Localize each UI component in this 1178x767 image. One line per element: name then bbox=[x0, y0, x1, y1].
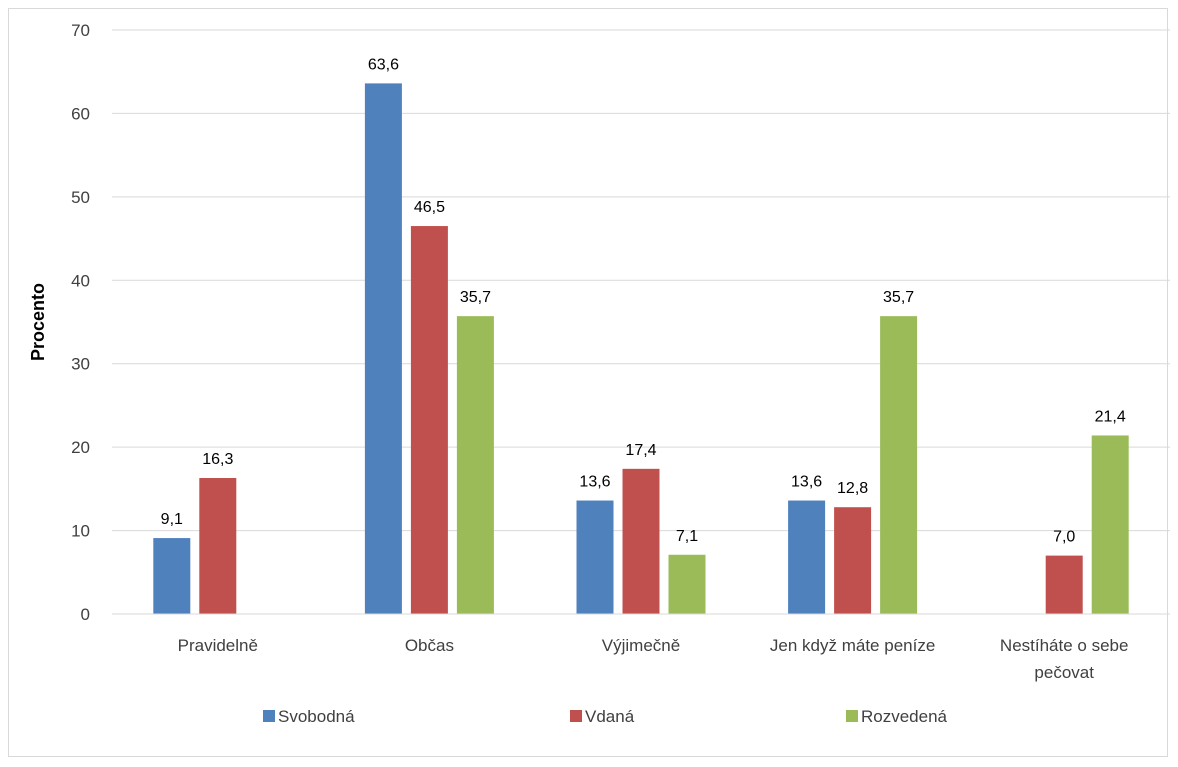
bar-vdaná-2 bbox=[622, 468, 660, 614]
y-tick-label-20: 20 bbox=[71, 438, 90, 457]
y-tick-label-30: 30 bbox=[71, 355, 90, 374]
y-tick-label-60: 60 bbox=[71, 104, 90, 123]
data-label-vdaná-2: 17,4 bbox=[625, 442, 656, 459]
data-label-vdaná-3: 12,8 bbox=[837, 480, 868, 497]
bar-rozvedená-2 bbox=[668, 554, 706, 614]
data-label-svobodná-0: 9,1 bbox=[161, 511, 183, 528]
data-label-rozvedená-3: 35,7 bbox=[883, 289, 914, 306]
legend-label-svobodná: Svobodná bbox=[278, 707, 355, 726]
y-axis-title: Procento bbox=[28, 283, 48, 361]
data-label-svobodná-3: 13,6 bbox=[791, 474, 822, 491]
bar-svobodná-2 bbox=[576, 500, 614, 614]
data-label-rozvedená-2: 7,1 bbox=[676, 528, 698, 545]
bar-svobodná-3 bbox=[788, 500, 826, 614]
bar-svobodná-1 bbox=[364, 83, 402, 614]
bar-vdaná-4 bbox=[1045, 555, 1083, 614]
bar-vdaná-0 bbox=[199, 478, 237, 614]
bar-rozvedená-1 bbox=[456, 316, 494, 614]
bar-vdaná-1 bbox=[410, 226, 448, 615]
y-tick-label-0: 0 bbox=[81, 605, 90, 624]
chart-frame bbox=[8, 8, 1168, 757]
x-tick-label-4-line1: pečovat bbox=[1034, 663, 1094, 682]
legend-swatch-svobodná bbox=[263, 710, 275, 722]
data-label-vdaná-4: 7,0 bbox=[1053, 529, 1075, 546]
bar-rozvedená-4 bbox=[1091, 435, 1129, 614]
y-tick-label-10: 10 bbox=[71, 522, 90, 541]
legend-swatch-rozvedená bbox=[846, 710, 858, 722]
data-label-rozvedená-4: 21,4 bbox=[1095, 408, 1126, 425]
legend-swatch-vdaná bbox=[570, 710, 582, 722]
y-tick-label-50: 50 bbox=[71, 188, 90, 207]
legend-label-rozvedená: Rozvedená bbox=[861, 707, 948, 726]
x-tick-label-1: Občas bbox=[405, 636, 454, 655]
bar-vdaná-3 bbox=[834, 507, 872, 614]
data-label-svobodná-1: 63,6 bbox=[368, 56, 399, 73]
data-label-vdaná-0: 16,3 bbox=[202, 451, 233, 468]
data-label-svobodná-2: 13,6 bbox=[579, 474, 610, 491]
x-tick-label-4: Nestíháte o sebe bbox=[1000, 636, 1129, 655]
bar-svobodná-0 bbox=[153, 538, 191, 614]
x-tick-label-2: Výjimečně bbox=[602, 636, 680, 655]
y-tick-label-40: 40 bbox=[71, 271, 90, 290]
x-tick-label-3: Jen když máte peníze bbox=[770, 636, 935, 655]
data-label-rozvedená-1: 35,7 bbox=[460, 289, 491, 306]
bar-rozvedená-3 bbox=[880, 316, 918, 614]
data-label-vdaná-1: 46,5 bbox=[414, 199, 445, 216]
legend-label-vdaná: Vdaná bbox=[585, 707, 635, 726]
y-tick-label-70: 70 bbox=[71, 21, 90, 40]
x-tick-label-0: Pravidelně bbox=[178, 636, 258, 655]
